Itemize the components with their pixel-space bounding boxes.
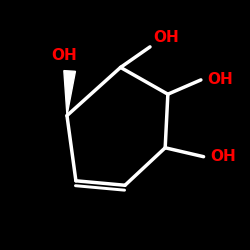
Text: OH: OH <box>210 149 236 164</box>
Text: OH: OH <box>52 48 77 63</box>
Text: OH: OH <box>207 72 233 88</box>
Text: OH: OH <box>154 30 179 46</box>
Polygon shape <box>64 71 76 116</box>
